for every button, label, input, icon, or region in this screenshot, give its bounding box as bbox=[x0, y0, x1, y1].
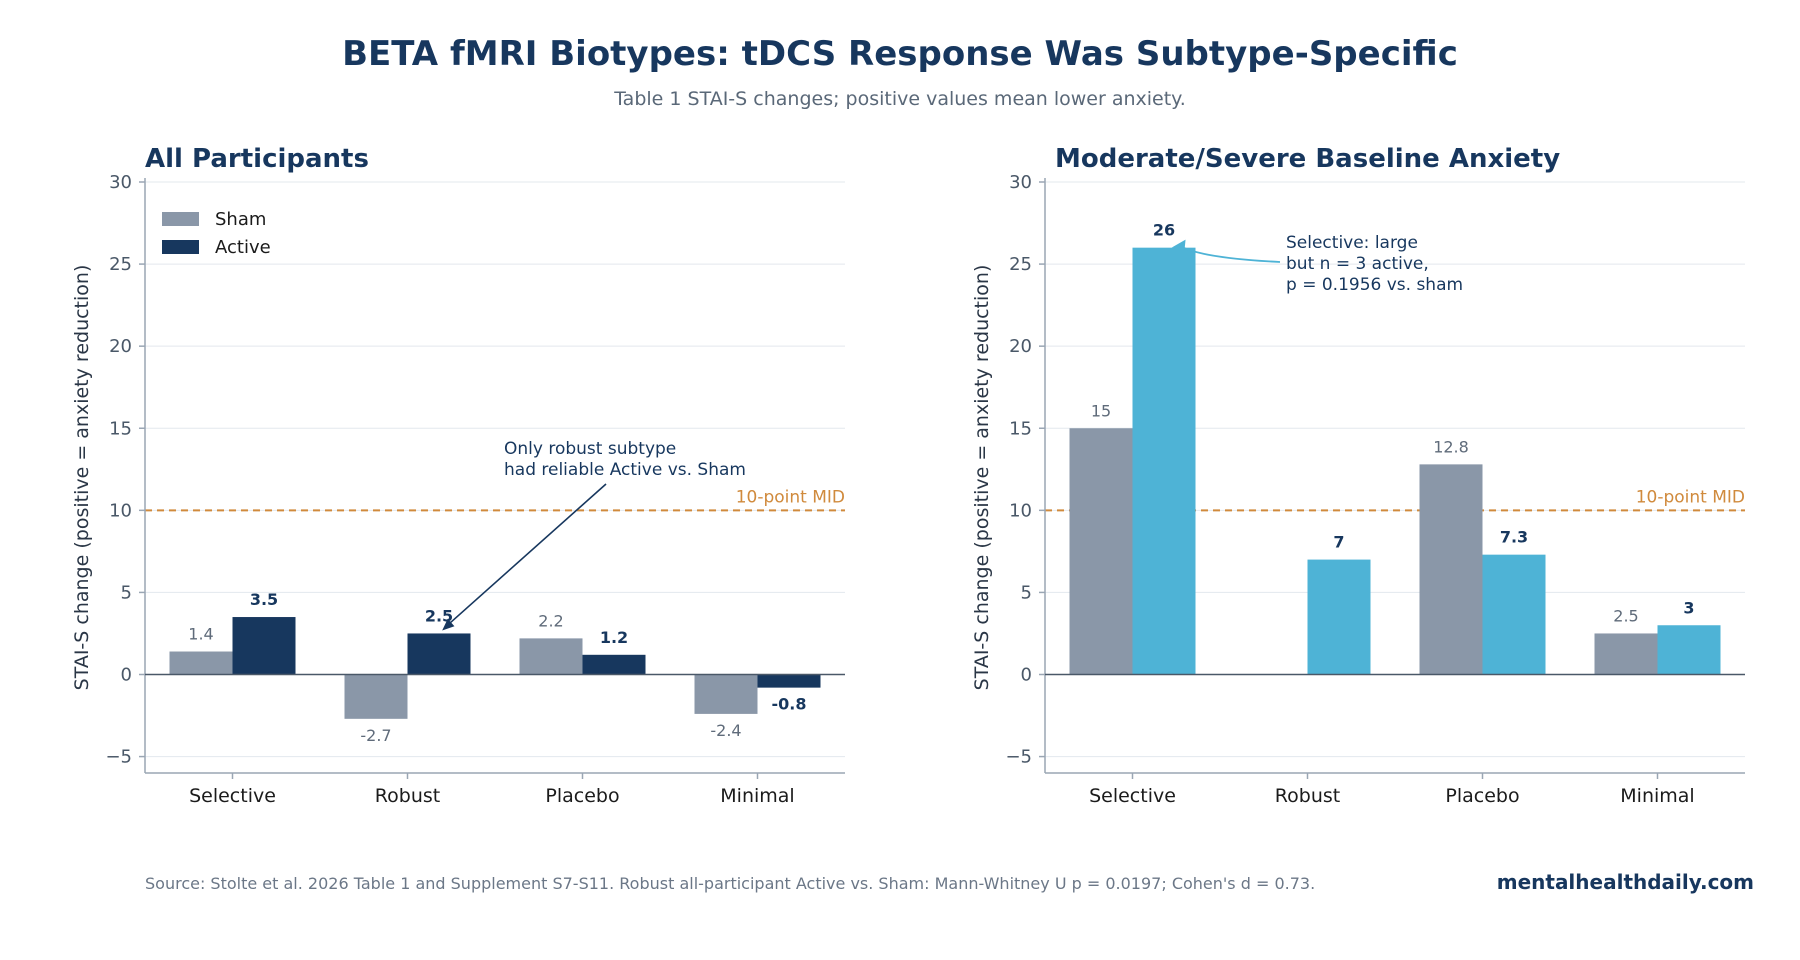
bar-sham-selective bbox=[1069, 428, 1133, 675]
y-tick-label: 15 bbox=[1009, 418, 1032, 439]
data-label-active-minimal: -0.8 bbox=[772, 695, 807, 714]
y-tick-label: 10 bbox=[109, 500, 132, 521]
annotation-text-line: but n = 3 active, bbox=[1286, 254, 1429, 274]
y-tick-label: 25 bbox=[1009, 254, 1032, 275]
legend-swatch-active bbox=[162, 240, 199, 254]
data-label-active-robust: 2.5 bbox=[425, 606, 453, 625]
brand-label: mentalhealthdaily.com bbox=[1496, 870, 1754, 894]
annotation-arrowhead bbox=[1171, 239, 1186, 250]
bar-sham-selective bbox=[169, 651, 233, 675]
source-note: Source: Stolte et al. 2026 Table 1 and S… bbox=[145, 874, 1316, 893]
data-label-sham-minimal: 2.5 bbox=[1613, 606, 1638, 625]
bar-sham-minimal bbox=[694, 674, 758, 714]
annotation-text-line: had reliable Active vs. Sham bbox=[504, 460, 746, 480]
reference-line-label: 10-point MID bbox=[736, 487, 845, 507]
x-tick-label-selective: Selective bbox=[189, 785, 276, 807]
y-tick-label: 20 bbox=[1009, 336, 1032, 357]
data-label-active-placebo: 7.3 bbox=[1500, 528, 1528, 547]
y-tick-label: −5 bbox=[105, 747, 132, 768]
x-tick-label-placebo: Placebo bbox=[545, 785, 619, 807]
reference-line-label: 10-point MID bbox=[1636, 487, 1745, 507]
bar-active-minimal bbox=[1657, 625, 1721, 675]
y-axis-label: STAI-S change (positive = anxiety reduct… bbox=[971, 265, 993, 691]
bar-active-placebo bbox=[1482, 554, 1546, 675]
data-label-sham-placebo: 12.8 bbox=[1433, 437, 1469, 456]
y-tick-label: 0 bbox=[121, 665, 132, 686]
data-label-active-minimal: 3 bbox=[1683, 598, 1694, 617]
chart-moderate-severe: 10-point MID 15 12.8 2.5 26 7 7.3 3 −5 0 5 10 15 20 25… bbox=[971, 172, 1745, 807]
figure-subtitle: Table 1 STAI-S changes; positive values … bbox=[614, 88, 1186, 110]
bar-active-selective bbox=[1132, 247, 1196, 675]
annotation-text-line: Selective: large bbox=[1286, 233, 1418, 253]
annotation-arrowhead bbox=[442, 618, 455, 631]
y-tick-label: 10 bbox=[1009, 500, 1032, 521]
bar-sham-robust bbox=[344, 674, 408, 719]
bar-sham-minimal bbox=[1594, 633, 1658, 675]
bar-active-placebo bbox=[582, 654, 646, 675]
legend-label-sham: Sham bbox=[215, 209, 266, 230]
annotation-text-line: p = 0.1956 vs. sham bbox=[1286, 275, 1463, 295]
x-tick-label-placebo: Placebo bbox=[1445, 785, 1519, 807]
bar-active-minimal bbox=[757, 674, 821, 688]
bar-active-robust bbox=[407, 633, 471, 675]
y-tick-label: 25 bbox=[109, 254, 132, 275]
y-tick-label: 20 bbox=[109, 336, 132, 357]
bar-sham-placebo bbox=[519, 638, 583, 675]
y-tick-label: 15 bbox=[109, 418, 132, 439]
y-axis-label: STAI-S change (positive = anxiety reduct… bbox=[71, 265, 93, 691]
x-tick-label-minimal: Minimal bbox=[1620, 785, 1694, 807]
y-tick-label: 30 bbox=[109, 172, 132, 193]
data-label-active-selective: 26 bbox=[1153, 221, 1175, 240]
y-tick-label: −5 bbox=[1005, 747, 1032, 768]
y-tick-label: 30 bbox=[1009, 172, 1032, 193]
x-tick-label-selective: Selective bbox=[1089, 785, 1176, 807]
legend-swatch-sham bbox=[162, 212, 199, 226]
annotation-text-line: Only robust subtype bbox=[504, 439, 676, 459]
data-label-sham-placebo: 2.2 bbox=[538, 611, 563, 630]
bar-active-selective bbox=[232, 617, 296, 675]
x-tick-label-minimal: Minimal bbox=[720, 785, 794, 807]
y-tick-label: 5 bbox=[121, 582, 132, 603]
data-label-sham-minimal: -2.4 bbox=[710, 721, 741, 740]
chart-all-participants: 10-point MID 1.4 -2.7 2.2 -2.4 3.5 2.5 1.2 -0.8 −… bbox=[71, 172, 845, 807]
y-tick-label: 0 bbox=[1021, 665, 1032, 686]
legend-label-active: Active bbox=[215, 237, 271, 258]
panel-title-all-participants: All Participants bbox=[145, 144, 369, 174]
data-label-active-robust: 7 bbox=[1333, 533, 1344, 552]
y-tick-label: 5 bbox=[1021, 582, 1032, 603]
data-label-sham-selective: 1.4 bbox=[188, 625, 213, 644]
x-tick-label-robust: Robust bbox=[1275, 785, 1340, 807]
data-label-sham-robust: -2.7 bbox=[360, 726, 391, 745]
data-label-active-selective: 3.5 bbox=[250, 590, 278, 609]
data-label-active-placebo: 1.2 bbox=[600, 628, 628, 647]
x-tick-label-robust: Robust bbox=[375, 785, 440, 807]
bar-active-robust bbox=[1307, 559, 1371, 675]
bar-sham-placebo bbox=[1419, 464, 1483, 675]
data-label-sham-selective: 15 bbox=[1091, 401, 1111, 420]
panel-title-moderate-severe: Moderate/Severe Baseline Anxiety bbox=[1055, 144, 1561, 174]
figure-title: BETA fMRI Biotypes: tDCS Response Was Su… bbox=[342, 34, 1458, 74]
annotation-arrow bbox=[445, 483, 607, 628]
